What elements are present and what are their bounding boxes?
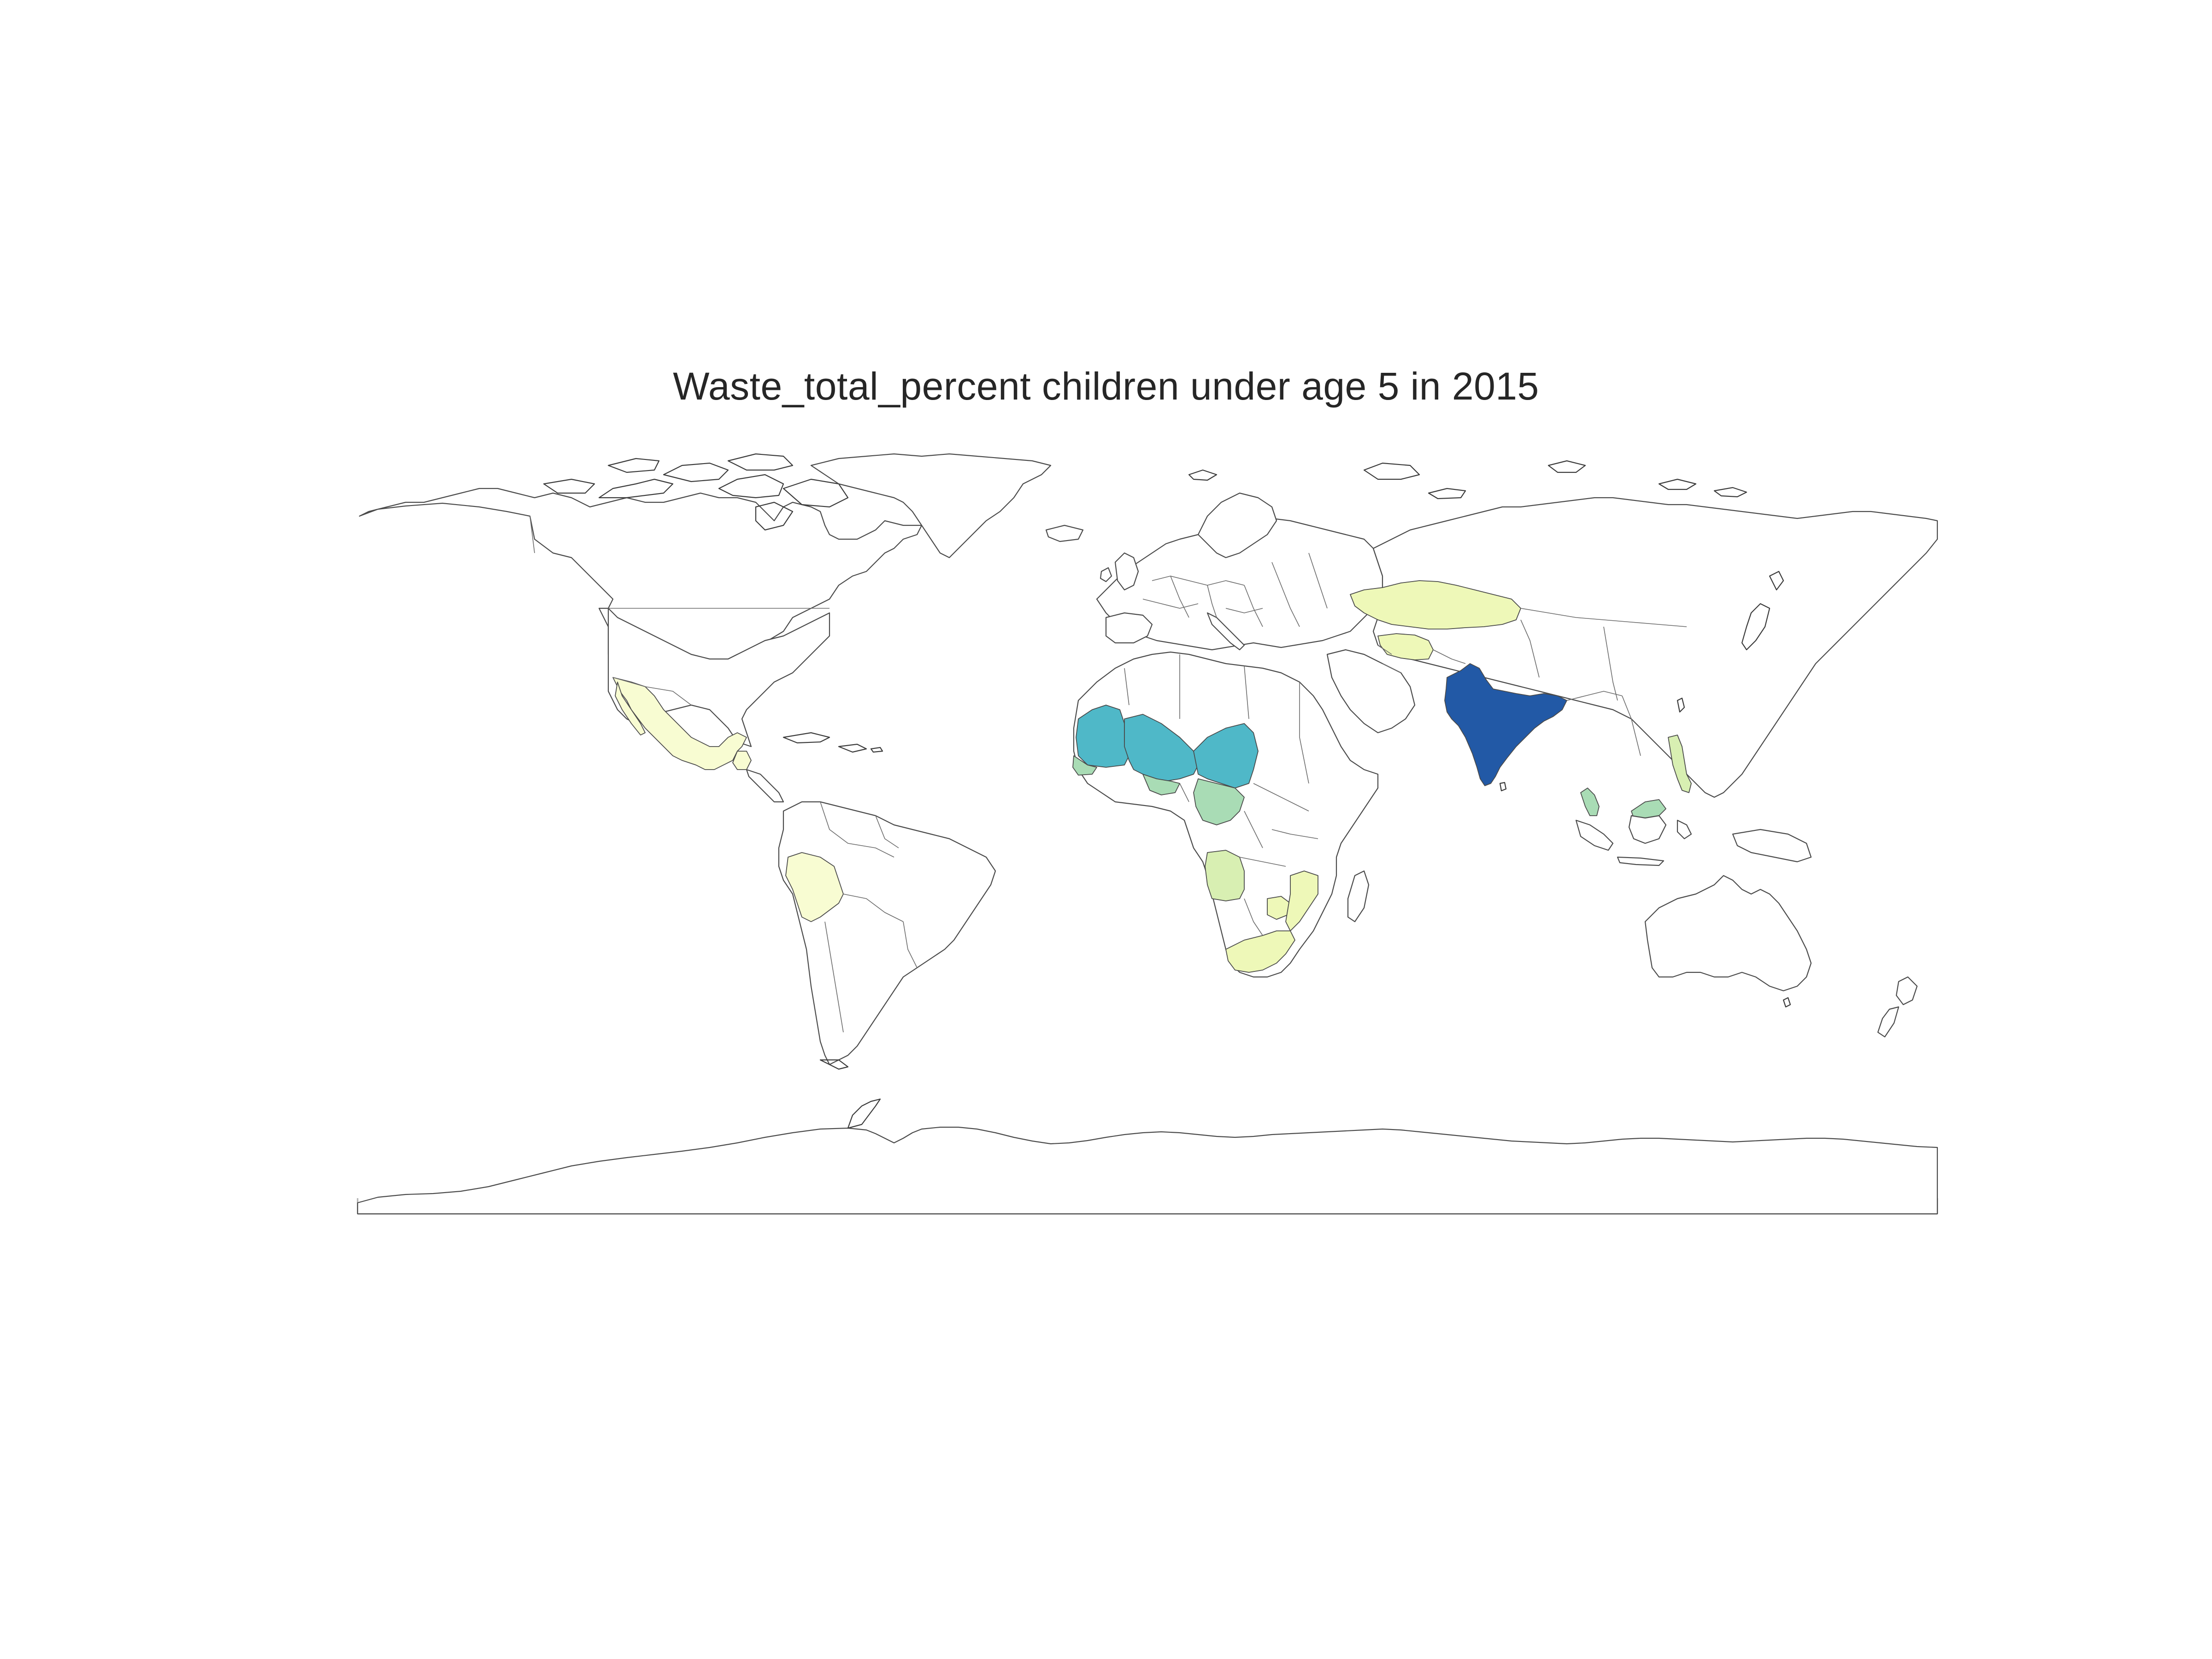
siberia-islands	[1188, 460, 1747, 500]
country-senegal	[1072, 755, 1097, 776]
maritime-southeast-asia	[1575, 815, 1812, 866]
country-peru	[785, 852, 844, 922]
antarctic-peninsula	[847, 1098, 881, 1129]
country-mozambique	[1285, 871, 1318, 931]
antarctica	[357, 1126, 1938, 1215]
arctic-islands	[543, 453, 849, 531]
south-america	[778, 801, 996, 1070]
country-mali	[1124, 714, 1199, 782]
country-burkina-faso	[1142, 774, 1180, 795]
country-nigeria	[1193, 778, 1245, 825]
asia	[1326, 497, 1938, 818]
oceania	[1644, 875, 1918, 1038]
country-kazakhstan	[1350, 580, 1521, 629]
country-malaysia	[1580, 788, 1600, 816]
madagascar	[1347, 870, 1370, 923]
country-angola	[1205, 850, 1245, 901]
iceland	[1045, 524, 1084, 542]
greenland	[810, 453, 1052, 559]
map-title: Waste_total_percent children under age 5…	[673, 365, 1539, 408]
country-turkmenistan	[1377, 633, 1434, 660]
north-america	[359, 488, 923, 803]
country-philippines	[1668, 735, 1692, 793]
asia-islands	[1499, 571, 1784, 792]
country-india	[1444, 663, 1567, 786]
europe	[1096, 492, 1383, 651]
country-niger	[1193, 723, 1259, 788]
caribbean	[782, 732, 883, 753]
africa	[1072, 651, 1379, 978]
